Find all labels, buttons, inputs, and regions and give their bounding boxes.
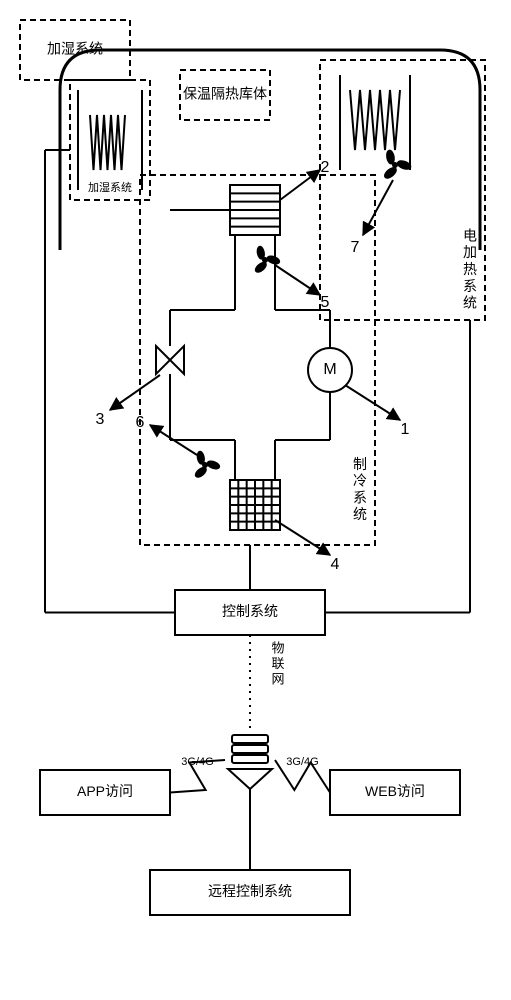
leader-a7 — [363, 180, 393, 235]
num-n1: 1 — [401, 421, 410, 438]
leader-a5 — [275, 265, 320, 295]
num-n2: 2 — [321, 159, 330, 176]
num-n7: 7 — [351, 239, 360, 256]
refrigeration-box — [140, 175, 375, 545]
web-access-label: WEB访问 — [365, 783, 425, 799]
control-system-label: 控制系统 — [222, 603, 278, 619]
leader-a4 — [275, 520, 330, 555]
num-n4: 4 — [331, 556, 340, 573]
leader-a1 — [345, 385, 400, 420]
cloud-server-icon — [228, 735, 272, 789]
net-label-2: 3G/4G — [286, 756, 318, 768]
iot-label: 物联网 — [271, 641, 284, 687]
fan-icon — [254, 246, 280, 273]
electric-heat-box — [320, 60, 485, 320]
net-label-1: 3G/4G — [181, 756, 213, 768]
electric-heat-label: 电加热系统 — [463, 227, 477, 310]
remote-control-label: 远程控制系统 — [208, 883, 292, 899]
leader-a3 — [110, 375, 160, 410]
humid-system-inner-label: 加湿系统 — [88, 181, 132, 194]
expansion-valve-icon — [156, 346, 184, 374]
fan-icon — [383, 150, 411, 179]
num-n5: 5 — [321, 294, 330, 311]
insulated-body-label: 保温隔热库体 — [183, 86, 267, 102]
app-access-label: APP访问 — [77, 783, 133, 799]
num-n6: 6 — [136, 414, 145, 431]
num-n3: 3 — [96, 411, 105, 428]
compressor-m: M — [323, 361, 336, 378]
refrigeration-label: 制冷系统 — [353, 456, 367, 522]
humid-system-outer-label: 加湿系统 — [47, 41, 103, 57]
fan-icon — [194, 451, 220, 478]
